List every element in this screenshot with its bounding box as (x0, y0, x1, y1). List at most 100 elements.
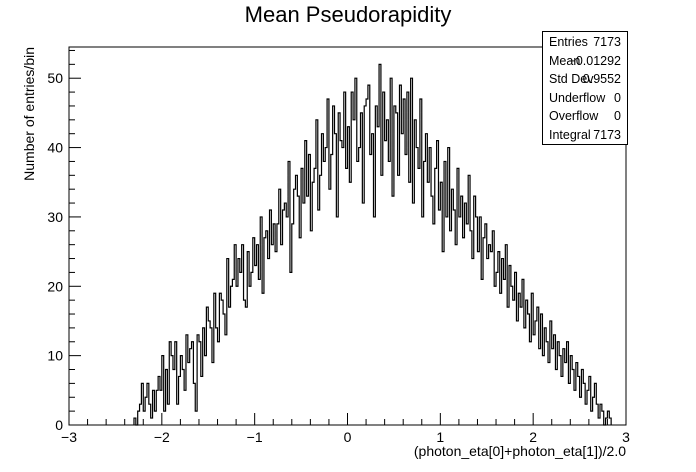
histogram-bin (490, 252, 492, 425)
histogram-bin (229, 307, 231, 425)
stats-label: Overflow (549, 109, 599, 123)
histogram-bin (294, 189, 296, 425)
stats-row: Std Dev 0.9552 (543, 70, 627, 88)
y-tick-label: 20 (47, 278, 63, 294)
histogram-bin (438, 210, 440, 425)
histogram-bin (561, 376, 563, 425)
histogram-bin (212, 363, 214, 425)
histogram-bin (533, 335, 535, 425)
histogram-bin (362, 203, 364, 425)
stats-row: Underflow 0 (543, 89, 627, 107)
histogram-bin (489, 245, 491, 425)
histogram-bin (381, 175, 383, 425)
histogram-bin (520, 307, 522, 425)
histogram-bin (535, 321, 537, 425)
histogram-bin (398, 175, 400, 425)
histogram-bin (218, 342, 220, 425)
histogram-bin (277, 224, 279, 425)
histogram-bin (249, 286, 251, 425)
histogram-bin (555, 370, 557, 425)
stats-row: Mean −0.01292 (543, 52, 627, 70)
histogram-bin (208, 321, 210, 425)
histogram-bin (195, 411, 197, 425)
stats-value: 0 (614, 90, 621, 105)
stats-box: Entries 7173 Mean −0.01292 Std Dev 0.955… (542, 31, 628, 145)
histogram-bin (539, 349, 541, 425)
histogram-bin (271, 245, 273, 425)
stats-value: −0.01292 (568, 53, 621, 68)
x-tick-label: 3 (622, 429, 630, 445)
histogram-bin (385, 141, 387, 425)
histogram-bin (307, 196, 309, 425)
histogram-bin (232, 279, 234, 425)
x-tick-label: −2 (154, 429, 170, 445)
histogram-bins (133, 63, 612, 426)
histogram-bin (366, 99, 368, 425)
histogram-bin (548, 363, 550, 425)
histogram-bin (303, 203, 305, 425)
histogram-bin (154, 411, 156, 425)
histogram-bin (503, 279, 505, 425)
histogram-bin (552, 349, 554, 425)
y-tick-label: 10 (47, 348, 63, 364)
x-tick-label: −1 (247, 429, 263, 445)
histogram-bin (470, 231, 472, 425)
histogram-bin (392, 196, 394, 425)
histogram-bin (245, 307, 247, 425)
histogram-bin (386, 120, 388, 425)
histogram-bin (580, 397, 582, 425)
histogram-bin (416, 148, 418, 425)
histogram-bin (173, 370, 175, 425)
histogram-bin (188, 363, 190, 425)
histogram-bin (244, 300, 246, 425)
y-tick-label: 0 (55, 417, 63, 433)
x-tick-label: 0 (344, 429, 352, 445)
histogram-bin (477, 252, 479, 425)
stats-value: 7173 (593, 127, 621, 142)
y-tick-label: 40 (47, 140, 63, 156)
histogram-bin (318, 210, 320, 425)
y-axis-ticks: 0 10 20 30 40 50 (47, 49, 81, 433)
histogram-bin (496, 272, 498, 425)
x-axis-label: (photon_eta[0]+photon_eta[1])/2.0 (414, 443, 626, 459)
histogram-bin (422, 217, 424, 425)
chart-title: Mean Pseudorapidity (245, 2, 452, 27)
histogram-bin (322, 134, 324, 425)
histogram-bin (524, 328, 526, 425)
histogram-bin (216, 328, 218, 425)
stats-value: 7173 (593, 35, 621, 49)
histogram-bin (331, 155, 333, 426)
histogram-outline (133, 63, 612, 426)
stats-value: 0.9552 (582, 72, 621, 86)
histogram-bin (455, 245, 457, 425)
histogram-bin (273, 224, 275, 425)
histogram-bin (236, 286, 238, 425)
histogram-bin (340, 141, 342, 425)
histogram-bin (164, 411, 166, 425)
histogram-bin (329, 189, 331, 425)
x-tick-label: 2 (529, 429, 537, 445)
histogram-bin (591, 411, 593, 425)
histogram-bin (442, 252, 444, 425)
histogram-bin (450, 231, 452, 425)
y-tick-label: 30 (47, 209, 63, 225)
stats-label: Entries (549, 35, 588, 49)
histogram-bin (205, 356, 207, 425)
histogram-bin (377, 127, 379, 425)
histogram-bin (487, 259, 489, 425)
histogram-bin (323, 161, 325, 425)
histogram-bin (221, 300, 223, 425)
histogram-bin (511, 286, 513, 425)
y-axis-label: Number of entries/bin (21, 47, 37, 181)
histogram-bin (258, 279, 260, 425)
histogram-bin (373, 217, 375, 425)
histogram-bin (357, 161, 359, 425)
histogram-bin (284, 203, 286, 425)
histogram-bin (240, 272, 242, 425)
y-tick-label: 50 (47, 70, 63, 86)
histogram-bin (388, 161, 390, 425)
x-tick-label: −3 (61, 429, 77, 445)
histogram-bin (598, 418, 600, 425)
stats-label: Integral (549, 127, 591, 142)
